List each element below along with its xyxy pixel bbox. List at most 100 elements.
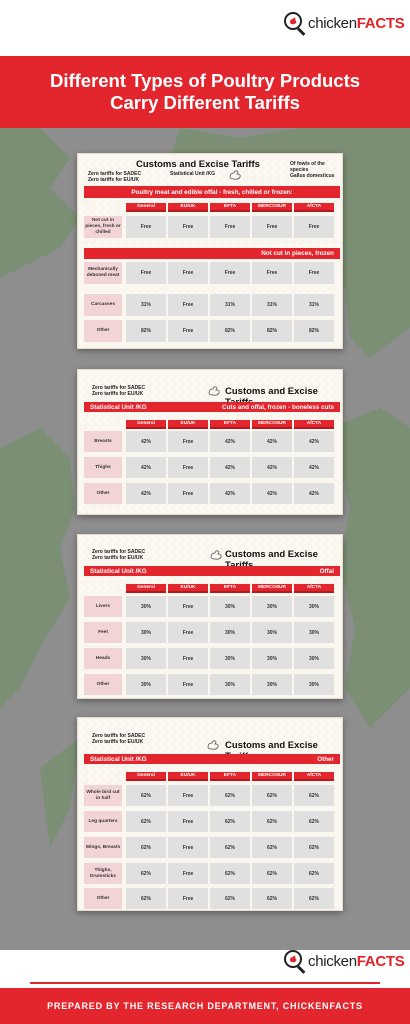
row-label: Leg quarters [84, 811, 122, 832]
tariff-cell: 62% [252, 837, 292, 858]
column-header-afcta: AfCTA [294, 420, 334, 429]
tariff-cell: 42% [294, 483, 334, 504]
tariff-cell: Free [168, 431, 208, 452]
title-line-1: Different Types of Poultry Products [49, 70, 361, 91]
title-line-2: Carry Different Tariffs [110, 92, 300, 113]
tariff-cell: 62% [294, 811, 334, 832]
tariff-cell: 62% [210, 785, 250, 806]
card-title: Customs and Excise Tariffs [225, 549, 318, 571]
tariff-cell: 30% [294, 648, 334, 669]
tariff-cell: Free [126, 216, 166, 238]
section-heading: Other [317, 755, 334, 763]
tariff-cell: 62% [210, 811, 250, 832]
tariff-cell: 62% [252, 811, 292, 832]
zero-tariff-note: Zero tariffs for SADEC Zero tariffs for E… [92, 733, 146, 745]
tariff-cell: 30% [252, 674, 292, 695]
tariff-cell: 42% [126, 457, 166, 478]
tariff-cell: 30% [294, 596, 334, 617]
tariff-cell: 62% [294, 785, 334, 806]
column-header-efta: EFTA [210, 772, 250, 781]
tariff-cell: Free [168, 622, 208, 643]
chicken-icon [207, 740, 219, 750]
zero-tariff-note: Zero tariffs for SADEC Zero tariffs for E… [88, 171, 142, 183]
tariff-cell: Free [168, 863, 208, 884]
tariff-cell: Free [168, 216, 208, 238]
chicken-icon [208, 386, 220, 396]
tariff-cell: 30% [126, 674, 166, 695]
tariff-cell: 82% [126, 320, 166, 342]
tariff-cell: 62% [294, 888, 334, 909]
tariff-cell: Free [252, 216, 292, 238]
column-header-general: General [126, 420, 166, 429]
column-header-mercosur: MERCOSUR [252, 772, 292, 781]
tariff-cell: 62% [126, 888, 166, 909]
row-label: Other [84, 320, 122, 342]
brand-logo-bottom: chickenFACTS [284, 950, 405, 974]
tariff-cell: 30% [126, 648, 166, 669]
footer-bar: PREPARED BY THE RESEARCH DEPARTMENT, CHI… [0, 988, 410, 1024]
tariff-cell: 42% [252, 483, 292, 504]
tariff-cell: Free [210, 216, 250, 238]
row-label: Thighs, Drumsticks [84, 863, 122, 884]
row-label: Not cut in pieces, fresh or chilled [84, 216, 122, 238]
row-label: Whole bird cut in half [84, 785, 122, 806]
column-header-afcta: AfCTA [294, 772, 334, 781]
tariff-cell: Free [168, 674, 208, 695]
magnifier-chicken-icon [284, 12, 306, 36]
brand-wordmark: chickenFACTS [308, 952, 405, 970]
tariff-cell: 62% [252, 785, 292, 806]
tariff-cell: 82% [252, 320, 292, 342]
tariff-cell: 82% [210, 320, 250, 342]
tariff-cell: Free [168, 648, 208, 669]
section-heading-bar: Statistical Unit /KG Offal [84, 566, 340, 576]
statistical-unit: Statistical Unit /KG [90, 755, 147, 763]
tariff-cell: 30% [294, 622, 334, 643]
tariff-cell: Free [168, 294, 208, 316]
species-note: Of fowls of the species Gallus domesticus [290, 161, 335, 179]
tariff-cell: 62% [252, 863, 292, 884]
row-label: Breasts [84, 431, 122, 452]
tariff-cell: 30% [252, 648, 292, 669]
tariff-cell: 82% [294, 320, 334, 342]
tariff-cell: Free [168, 320, 208, 342]
tariff-cell: Free [168, 888, 208, 909]
tariff-cell: 30% [294, 674, 334, 695]
column-header-efta: EFTA [210, 203, 250, 212]
tariff-cell: 62% [210, 837, 250, 858]
tariff-card-other: Zero tariffs for SADEC Zero tariffs for E… [77, 717, 343, 911]
tariff-cell: Free [168, 483, 208, 504]
row-label: Wings, Breasts [84, 837, 122, 858]
section-heading-bar: Poultry meat and edible offal - fresh, c… [84, 186, 340, 198]
tariff-cell: 30% [252, 596, 292, 617]
tariff-cell: 42% [294, 457, 334, 478]
tariff-cell: Free [168, 837, 208, 858]
column-header-efta: EFTA [210, 584, 250, 593]
tariff-cell: 62% [126, 863, 166, 884]
tariff-cell: 30% [210, 596, 250, 617]
brand-wordmark: chickenFACTS [308, 14, 405, 32]
tariff-cell: 30% [126, 622, 166, 643]
section-heading: Cuts and offal, frozen - boneless cuts [222, 403, 334, 411]
column-header-afcta: AfCTA [294, 584, 334, 593]
tariff-cell: 30% [210, 674, 250, 695]
tariff-cell: 62% [126, 837, 166, 858]
column-header-afcta: AfCTA [294, 203, 334, 212]
tariff-cell: 31% [126, 294, 166, 316]
tariff-cell: 42% [252, 457, 292, 478]
row-label: Heads [84, 648, 122, 669]
tariff-cell: 31% [210, 294, 250, 316]
row-label: Other [84, 888, 122, 909]
column-header-euuk: EU/UK [168, 203, 208, 212]
tariff-cell: 62% [294, 863, 334, 884]
row-label: Livers [84, 596, 122, 617]
row-label: Other [84, 483, 122, 504]
tariff-cell: 42% [294, 431, 334, 452]
tariff-cell: 62% [210, 863, 250, 884]
section-heading-bar: Statistical Unit /KG Other [84, 754, 340, 764]
tariff-cell: 30% [126, 596, 166, 617]
tariff-card-offal: Zero tariffs for SADEC Zero tariffs for E… [77, 534, 343, 699]
column-header-efta: EFTA [210, 420, 250, 429]
footer-divider [30, 982, 380, 984]
tariff-cell: Free [168, 811, 208, 832]
chicken-icon [229, 170, 241, 180]
